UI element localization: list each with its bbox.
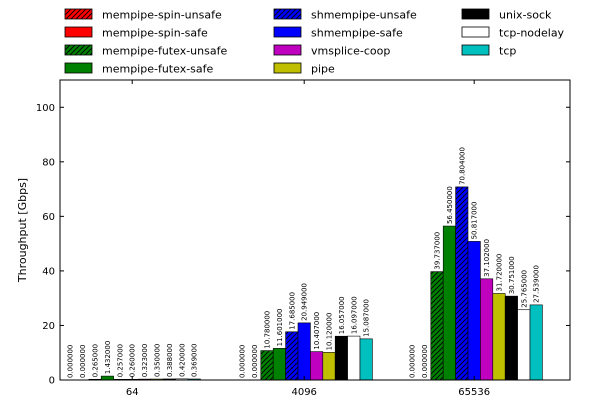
legend-swatch (64, 62, 93, 74)
plot-area: 0.000000 0.000000 0.265000 1.432000 0.257000… (36, 79, 571, 398)
legend-swatch (461, 8, 490, 20)
bar-hatch (430, 271, 444, 380)
x-axis-ticks: 64 4096 65536 (126, 80, 490, 398)
data-label: 0.265000 (92, 344, 100, 377)
legend-swatch (273, 62, 302, 74)
data-label: 0.000000 (239, 345, 247, 378)
data-label: 0.000000 (79, 345, 87, 378)
data-label: 16.097000 (350, 296, 358, 334)
data-label: 16.057000 (338, 296, 346, 334)
legend-label: shmempipe-safe (311, 27, 403, 40)
data-label: 70.804000 (458, 147, 466, 185)
legend: mempipe-spin-unsafe mempipe-spin-safe memp… (64, 8, 565, 76)
bar (504, 295, 518, 381)
data-label: 0.420000 (178, 343, 186, 376)
data-label: 0.000000 (67, 345, 75, 378)
legend-swatch (461, 44, 490, 56)
legend-label: mempipe-futex-unsafe (102, 45, 227, 58)
data-label: 0.350000 (154, 344, 162, 377)
legend-swatch (273, 44, 302, 56)
x-tick-label: 4096 (291, 387, 316, 398)
legend-swatch (64, 26, 93, 38)
data-label: 0.000000 (409, 345, 417, 378)
bars (88, 186, 543, 381)
bar-hatch (260, 350, 274, 380)
bar (492, 293, 506, 381)
y-tick-label: 80 (42, 157, 55, 168)
data-label: 0.388000 (166, 344, 174, 377)
bar (297, 322, 311, 381)
y-tick-label: 60 (42, 212, 55, 223)
data-labels: 0.000000 0.000000 0.265000 1.432000 0.257000… (67, 147, 541, 378)
data-label: 31.720000 (496, 254, 504, 292)
data-label: 50.817000 (471, 202, 479, 240)
legend-label: pipe (311, 63, 335, 76)
bar (529, 304, 543, 381)
legend-swatch-hatch (274, 9, 301, 19)
bar (334, 335, 348, 381)
data-label: 0.369000 (191, 344, 199, 377)
y-tick-label: 0 (49, 376, 55, 387)
data-label: 11.601000 (276, 309, 284, 347)
bar (310, 351, 324, 381)
data-label: 17.685000 (288, 292, 296, 330)
legend-swatch (461, 26, 490, 38)
legend-label: mempipe-spin-safe (102, 27, 208, 40)
legend-label: shmempipe-unsafe (311, 9, 417, 22)
legend-label: mempipe-futex-safe (102, 63, 214, 76)
bar-hatch (455, 186, 468, 380)
x-tick-label: 64 (126, 387, 139, 398)
bar (347, 335, 361, 381)
bar (517, 309, 531, 381)
x-tick-label: 65536 (458, 387, 490, 398)
data-label: 0.257000 (116, 344, 124, 377)
legend-label: unix-sock (499, 9, 552, 22)
bar (322, 352, 336, 381)
data-label: 0.260000 (129, 344, 137, 377)
data-label: 15.087000 (363, 299, 371, 337)
legend-swatch-hatch (65, 9, 92, 19)
legend-swatch-hatch (65, 45, 92, 55)
data-label: 20.949000 (301, 283, 309, 321)
data-label: 37.102000 (483, 239, 491, 277)
plot-frame (59, 79, 571, 381)
data-label: 56.450000 (446, 186, 454, 224)
bar (359, 338, 373, 381)
y-tick-label: 40 (42, 266, 55, 277)
data-label: 25.765000 (520, 270, 528, 308)
y-tick-label: 100 (36, 103, 55, 114)
data-label: 10.780000 (264, 311, 272, 349)
y-tick-label: 20 (42, 321, 55, 332)
bar (480, 278, 494, 381)
bar (100, 375, 114, 381)
legend-swatch (273, 26, 302, 38)
data-label: 0.323000 (141, 344, 149, 377)
legend-label: vmsplice-coop (311, 45, 390, 58)
data-label: 30.751000 (508, 256, 516, 294)
legend-label: tcp-nodelay (499, 27, 565, 40)
data-label: 10.407000 (313, 312, 321, 350)
legend-label: tcp (499, 45, 516, 58)
bar (467, 241, 481, 381)
data-label: 27.539000 (533, 265, 541, 303)
legend-label: mempipe-spin-unsafe (102, 9, 222, 22)
data-label: 0.000000 (251, 345, 259, 378)
y-axis-ticks: 0 20 40 60 80 100 (36, 103, 570, 387)
data-label: 0.000000 (421, 345, 429, 378)
y-axis-label: Throughput [Gbps] (16, 178, 29, 283)
bar (442, 225, 456, 381)
data-label: 10.120000 (326, 313, 334, 351)
bar-hatch (285, 331, 298, 380)
data-label: 39.737000 (434, 232, 442, 270)
bar (272, 348, 286, 381)
data-label: 1.432000 (104, 341, 112, 374)
